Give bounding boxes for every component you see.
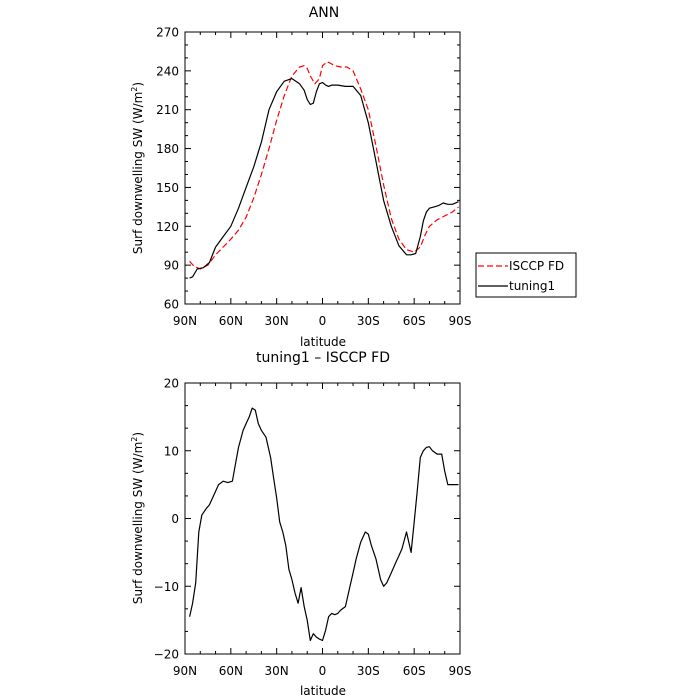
legend-label-tuning1: tuning1	[509, 279, 555, 293]
series-group	[189, 61, 459, 279]
y-axis-label-end: )	[131, 432, 145, 437]
y-tick-label: 270	[156, 26, 179, 40]
legend-label-isccp: ISCCP FD	[509, 259, 564, 273]
y-tick-label: 120	[156, 220, 179, 234]
series-line-difference	[189, 407, 459, 642]
x-tick-label: 0	[319, 314, 327, 328]
y-tick-label: 210	[156, 103, 179, 117]
x-axis-label: latitude	[300, 684, 346, 698]
series-line-isccp-fd	[189, 61, 459, 270]
plot-frame	[184, 31, 461, 305]
y-tick-label: 60	[164, 298, 179, 312]
tick-marks	[184, 31, 461, 305]
y-tick-label: 90	[164, 259, 179, 273]
x-tick-labels: 90N 60N 30N 0 30S 60S 90S	[173, 314, 472, 328]
x-tick-labels: 90N 60N 30N 0 30S 60S 90S	[173, 664, 472, 678]
plot-frame	[184, 382, 461, 655]
x-tick-label: 30N	[265, 664, 289, 678]
y-tick-label: 240	[156, 64, 179, 78]
legend: ISCCP FD tuning1	[475, 252, 577, 298]
y-axis-label-main: Surf downwelling SW (W/m	[131, 442, 145, 604]
x-axis-label: latitude	[300, 335, 346, 349]
x-tick-label: 60S	[403, 314, 426, 328]
y-axis-label: Surf downwelling SW (W/m2)	[130, 82, 145, 254]
y-tick-labels: 60 90 120 150 180 210 240 270	[156, 26, 179, 312]
y-tick-label: 10	[164, 444, 179, 458]
y-axis-label-sup: 2	[130, 437, 139, 442]
series-line-tuning1	[189, 77, 459, 279]
x-tick-label: 90N	[173, 664, 197, 678]
x-tick-label: 0	[319, 664, 327, 678]
x-tick-label: 60N	[219, 314, 243, 328]
y-tick-label: 20	[164, 377, 179, 391]
chart-title: ANN	[309, 5, 340, 21]
y-axis-label: Surf downwelling SW (W/m2)	[130, 432, 145, 604]
panel-top: ANN 60 90 120 150 180 210 240 270 90N 60N 30N 0 30S…	[130, 5, 577, 349]
series-group	[189, 407, 459, 642]
chart-title: tuning1 – ISCCP FD	[256, 350, 390, 366]
y-tick-label: 0	[171, 512, 179, 526]
y-axis-label-main: Surf downwelling SW (W/m	[131, 92, 145, 254]
y-tick-label: −10	[154, 580, 179, 594]
legend-box	[475, 252, 577, 298]
x-tick-label: 60N	[219, 664, 243, 678]
x-tick-label: 90N	[173, 314, 197, 328]
x-tick-label: 30S	[357, 314, 380, 328]
y-tick-labels: −20 −10 0 10 20	[154, 377, 179, 662]
tick-marks	[184, 382, 461, 655]
y-tick-label: 180	[156, 142, 179, 156]
y-tick-label: −20	[154, 648, 179, 662]
x-tick-label: 90S	[449, 664, 472, 678]
y-axis-label-end: )	[131, 82, 145, 87]
x-tick-label: 30S	[357, 664, 380, 678]
y-tick-label: 150	[156, 181, 179, 195]
x-tick-label: 30N	[265, 314, 289, 328]
y-axis-label-sup: 2	[130, 87, 139, 92]
x-tick-label: 60S	[403, 664, 426, 678]
x-tick-label: 90S	[449, 314, 472, 328]
